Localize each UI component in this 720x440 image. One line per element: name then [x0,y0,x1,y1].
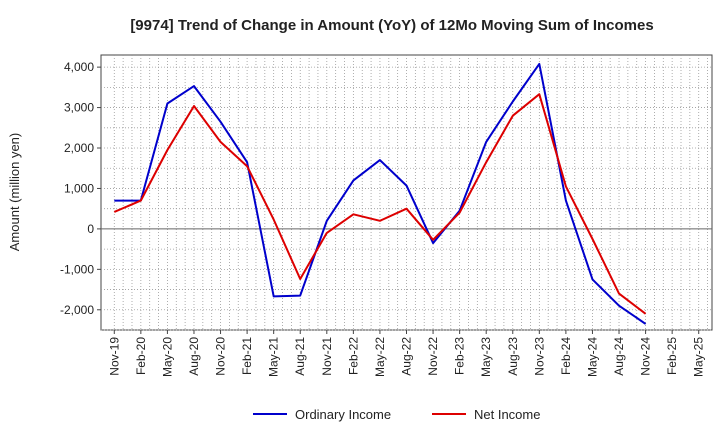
plot-area: 4,000 3,000 2,000 1,000 0 -1,000 -2,000 Nov-19 F… [60,54,713,377]
y-tick-label: 4,000 [64,60,94,74]
x-tick-label: Feb-23 [453,337,467,375]
x-tick-label: Nov-23 [532,337,546,376]
legend: Ordinary Income Net Income [253,407,540,422]
x-tick-label: Feb-24 [559,337,573,375]
x-tick-label: Aug-20 [187,337,201,376]
y-tick-label: 1,000 [64,181,94,195]
y-tick-label: -1,000 [60,262,94,276]
x-tick-label: Feb-20 [134,337,148,375]
series-line-net-income [113,93,647,315]
x-tick-label: May-20 [160,337,174,377]
legend-label-net-income: Net Income [474,407,540,422]
x-tick-label: May-25 [692,337,706,377]
chart-title: [9974] Trend of Change in Amount (YoY) o… [130,17,653,34]
x-tick-label: Aug-23 [506,337,520,376]
legend-label-ordinary-income: Ordinary Income [295,407,391,422]
y-tick-label: 3,000 [64,101,94,115]
y-axis-label: Amount (million yen) [7,133,22,252]
x-tick-label: Aug-22 [400,337,414,376]
x-tick-label: Aug-24 [612,337,626,376]
x-tick-label: May-24 [585,337,599,377]
x-tick-label: May-23 [479,337,493,377]
x-tick-label: Nov-19 [107,337,121,376]
x-tick-label: Feb-21 [240,337,254,375]
x-tick-label: May-21 [267,337,281,377]
y-tick-label: 2,000 [64,141,94,155]
y-tick-label: -2,000 [60,303,94,317]
x-tick-label: Nov-24 [639,337,653,376]
y-tick-label: 0 [87,222,94,236]
x-tick-label: Aug-21 [293,337,307,376]
x-tick-label: Nov-20 [214,337,228,376]
x-tick-label: May-22 [373,337,387,377]
plot-frame [100,54,713,331]
x-tick-label: Feb-22 [346,337,360,375]
x-tick-label: Feb-25 [665,337,679,375]
x-tick-label: Nov-21 [320,337,334,376]
x-tick-label: Nov-22 [426,337,440,376]
